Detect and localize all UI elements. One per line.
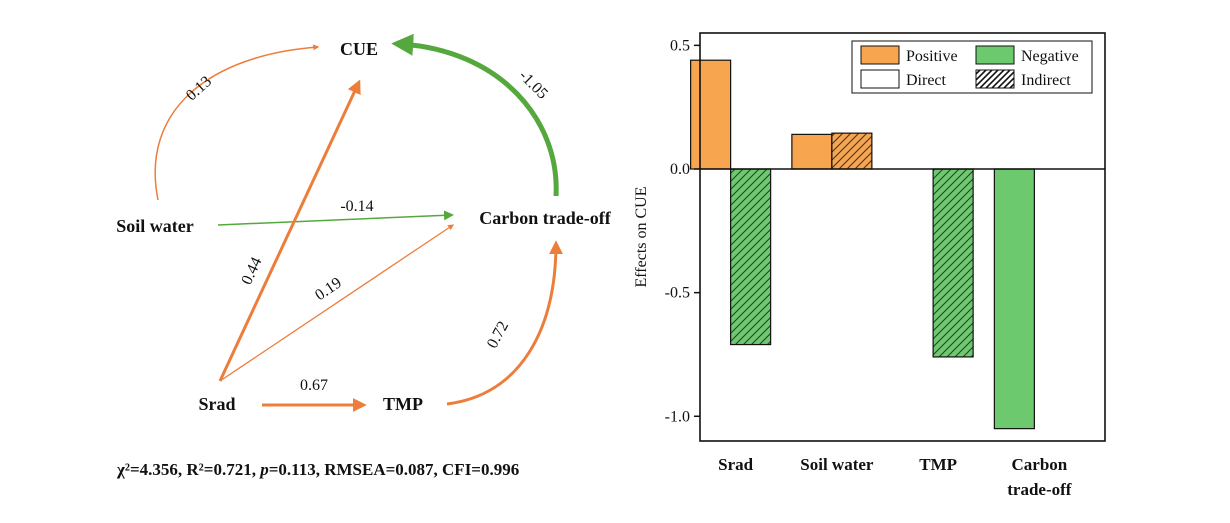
fit-statistics: χ²=4.356, R²=0.721, p=0.113, RMSEA=0.087… <box>116 460 519 479</box>
y-tick-label: 0.5 <box>670 37 690 54</box>
bar-direct-0 <box>690 59 732 170</box>
path-diagram: CUE Soil water Carbon trade-off Srad TMP… <box>116 33 612 479</box>
node-srad: Srad <box>198 394 235 414</box>
legend-label-positive: Positive <box>906 48 958 65</box>
coef-srad-carbon: 0.19 <box>312 274 345 304</box>
bar-indirect-1 <box>831 132 873 170</box>
node-soil-water: Soil water <box>116 216 193 236</box>
path-tmp-carbon-arrow <box>446 240 563 406</box>
legend-swatch-direct <box>860 69 900 89</box>
coef-srad-tmp: 0.67 <box>300 377 328 394</box>
x-category-line: Srad <box>718 455 754 474</box>
path-srad-cue-arrow <box>218 79 361 382</box>
y-axis-label: Effects on CUE <box>633 186 650 287</box>
bar-chart: 0.5 0.0 -0.5 -1.0 Srad Soil water TMP Carbon tr… <box>633 32 1106 499</box>
x-category-line: trade-off <box>1007 480 1072 499</box>
fit-stats-chi-r2: χ²=4.356, R²=0.721, <box>116 460 260 479</box>
bar-direct-3 <box>993 168 1035 430</box>
legend-label-direct: Direct <box>906 72 947 89</box>
x-category-label: Srad <box>718 455 754 474</box>
bars-group <box>690 59 1035 430</box>
y-tick-label: -1.0 <box>665 408 690 425</box>
legend-swatch-negative <box>975 45 1015 65</box>
path-carbon-cue-arrow <box>391 33 559 197</box>
node-carbon-trade-off: Carbon trade-off <box>479 208 611 228</box>
legend: Positive Negative Direct Indirect <box>851 40 1093 94</box>
path-soil-carbon-arrow <box>217 210 454 226</box>
node-cue: CUE <box>340 39 378 59</box>
x-category-label: Soil water <box>800 455 874 474</box>
legend-swatch-indirect <box>975 69 1015 89</box>
coef-soil-carbon: -0.14 <box>340 198 373 215</box>
legend-label-negative: Negative <box>1021 48 1079 65</box>
legend-swatch-positive <box>860 45 900 65</box>
fit-stats-p-symbol: p <box>258 460 269 479</box>
x-category-label: Carbon trade-off <box>1007 455 1072 499</box>
x-category-line: TMP <box>919 455 957 474</box>
x-category-line: Soil water <box>800 455 874 474</box>
path-soil-cue-arrow <box>154 44 320 201</box>
path-srad-carbon-arrow <box>219 224 454 382</box>
y-ticks-group: 0.5 0.0 -0.5 -1.0 <box>665 37 700 425</box>
coef-tmp-carbon: 0.72 <box>484 319 512 352</box>
bar-direct-1 <box>791 133 833 170</box>
x-category-label: TMP <box>919 455 957 474</box>
coef-srad-cue: 0.44 <box>238 255 265 288</box>
y-tick-label: 0.0 <box>670 161 690 178</box>
y-tick-label: -0.5 <box>665 285 690 302</box>
x-category-line: Carbon <box>1012 455 1068 474</box>
fit-stats-rest: =0.113, RMSEA=0.087, CFI=0.996 <box>269 460 520 479</box>
node-tmp: TMP <box>383 394 423 414</box>
plot-frame <box>699 32 1106 442</box>
bar-indirect-0 <box>730 168 772 346</box>
bar-indirect-2 <box>932 168 974 358</box>
legend-label-indirect: Indirect <box>1021 72 1071 89</box>
x-categories-group: Srad Soil water TMP Carbon trade-off <box>718 455 1072 499</box>
